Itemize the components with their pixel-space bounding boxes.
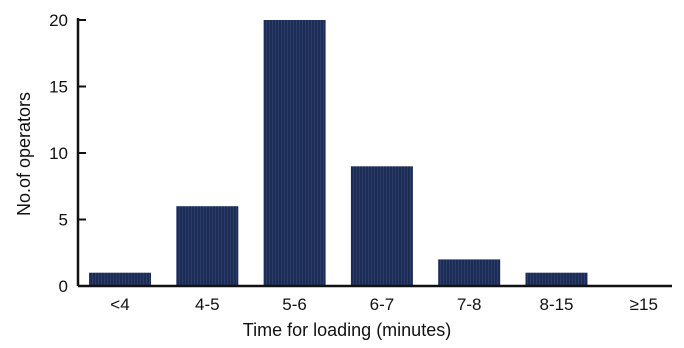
bar bbox=[438, 259, 501, 286]
x-tick-label: <4 bbox=[110, 295, 129, 314]
x-tick-label: ≥15 bbox=[630, 295, 658, 314]
x-tick-label: 6-7 bbox=[370, 295, 395, 314]
bar bbox=[525, 272, 588, 286]
x-tick-label: 8-15 bbox=[539, 295, 573, 314]
y-tick-label: 10 bbox=[49, 144, 68, 163]
x-tick-label: 4-5 bbox=[195, 295, 220, 314]
y-tick-label: 0 bbox=[59, 277, 68, 296]
bar bbox=[89, 272, 151, 286]
y-axis-ticks: 0 5 10 15 20 bbox=[49, 11, 86, 296]
bar bbox=[350, 166, 413, 286]
x-axis-title: Time for loading (minutes) bbox=[243, 320, 451, 340]
y-axis-title: No.of operators bbox=[14, 92, 34, 216]
y-tick-label: 20 bbox=[49, 11, 68, 30]
bar bbox=[176, 206, 239, 286]
x-tick-label: 7-8 bbox=[457, 295, 482, 314]
bar bbox=[263, 20, 326, 286]
bars-group bbox=[89, 20, 588, 286]
y-tick-label: 5 bbox=[59, 211, 68, 230]
x-tick-label: 5-6 bbox=[282, 295, 307, 314]
x-axis-ticks: <4 4-5 5-6 6-7 7-8 8-15 ≥15 bbox=[110, 295, 658, 314]
y-tick-label: 15 bbox=[49, 78, 68, 97]
